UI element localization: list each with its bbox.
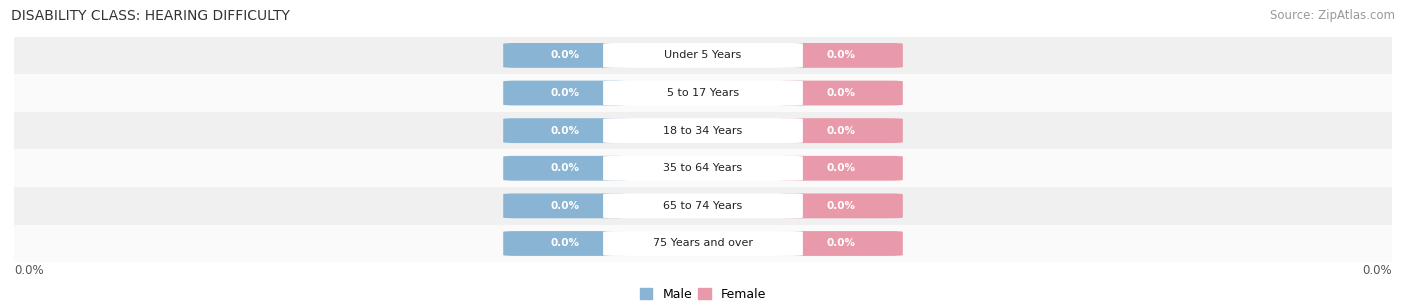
Text: 35 to 64 Years: 35 to 64 Years xyxy=(664,163,742,173)
FancyBboxPatch shape xyxy=(779,118,903,143)
Legend: Male, Female: Male, Female xyxy=(636,283,770,305)
FancyBboxPatch shape xyxy=(503,118,627,143)
Bar xyxy=(14,74,1392,112)
Text: 0.0%: 0.0% xyxy=(827,201,855,211)
Text: 0.0%: 0.0% xyxy=(827,239,855,249)
FancyBboxPatch shape xyxy=(603,118,803,143)
Text: 0.0%: 0.0% xyxy=(551,126,579,136)
Text: Under 5 Years: Under 5 Years xyxy=(665,50,741,60)
Text: 0.0%: 0.0% xyxy=(827,88,855,98)
FancyBboxPatch shape xyxy=(603,231,803,256)
Bar xyxy=(14,149,1392,187)
Text: 0.0%: 0.0% xyxy=(551,201,579,211)
FancyBboxPatch shape xyxy=(503,193,627,218)
Text: 0.0%: 0.0% xyxy=(551,163,579,173)
FancyBboxPatch shape xyxy=(503,231,627,256)
FancyBboxPatch shape xyxy=(603,43,803,68)
Text: DISABILITY CLASS: HEARING DIFFICULTY: DISABILITY CLASS: HEARING DIFFICULTY xyxy=(11,9,290,23)
FancyBboxPatch shape xyxy=(779,156,903,181)
Text: 75 Years and over: 75 Years and over xyxy=(652,239,754,249)
Text: 0.0%: 0.0% xyxy=(14,264,44,277)
FancyBboxPatch shape xyxy=(503,156,627,181)
FancyBboxPatch shape xyxy=(603,156,803,181)
FancyBboxPatch shape xyxy=(603,81,803,106)
FancyBboxPatch shape xyxy=(603,193,803,218)
Text: 5 to 17 Years: 5 to 17 Years xyxy=(666,88,740,98)
Text: 0.0%: 0.0% xyxy=(551,88,579,98)
Text: 0.0%: 0.0% xyxy=(1362,264,1392,277)
Text: 65 to 74 Years: 65 to 74 Years xyxy=(664,201,742,211)
FancyBboxPatch shape xyxy=(503,43,627,68)
Bar xyxy=(14,225,1392,262)
Bar xyxy=(14,187,1392,225)
Text: 0.0%: 0.0% xyxy=(551,50,579,60)
Text: 0.0%: 0.0% xyxy=(827,126,855,136)
Text: Source: ZipAtlas.com: Source: ZipAtlas.com xyxy=(1270,9,1395,22)
Text: 0.0%: 0.0% xyxy=(827,50,855,60)
Text: 18 to 34 Years: 18 to 34 Years xyxy=(664,126,742,136)
FancyBboxPatch shape xyxy=(779,81,903,106)
Bar xyxy=(14,112,1392,149)
FancyBboxPatch shape xyxy=(779,193,903,218)
FancyBboxPatch shape xyxy=(503,81,627,106)
Bar xyxy=(14,37,1392,74)
FancyBboxPatch shape xyxy=(779,231,903,256)
Text: 0.0%: 0.0% xyxy=(827,163,855,173)
Text: 0.0%: 0.0% xyxy=(551,239,579,249)
FancyBboxPatch shape xyxy=(779,43,903,68)
